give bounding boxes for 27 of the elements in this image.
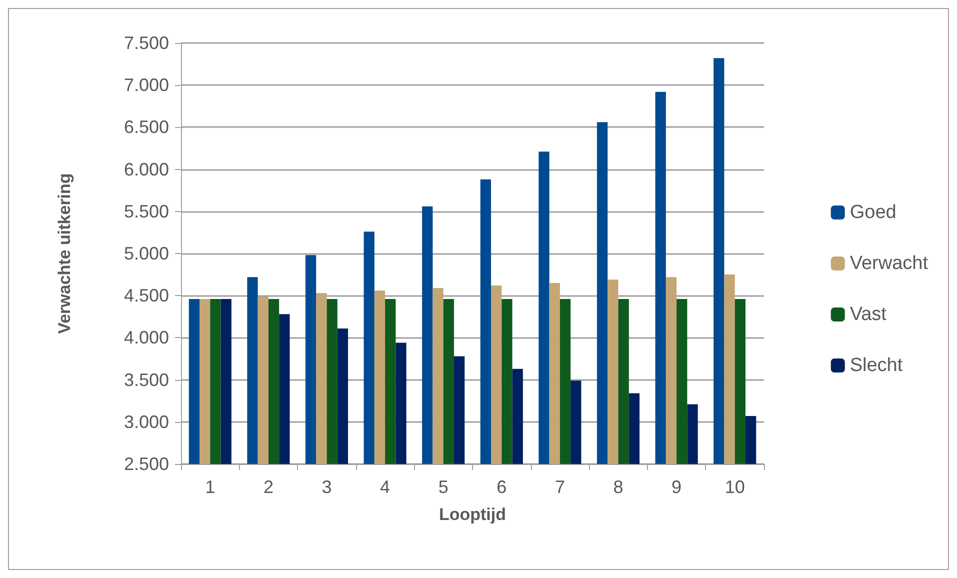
x-tick-label: 4 — [380, 477, 390, 497]
x-tick-label: 1 — [205, 477, 216, 497]
y-tick-label: 7.000 — [124, 75, 169, 96]
y-tick-label: 5.500 — [124, 201, 169, 222]
x-tick-label: 7 — [554, 477, 565, 497]
x-tick-label: 2 — [263, 477, 274, 497]
x-tick-label: 5 — [438, 477, 448, 497]
x-tick-label: 6 — [496, 477, 507, 497]
x-tick-label: 3 — [322, 477, 332, 497]
x-tick-label: 8 — [613, 477, 624, 497]
y-tick-label: 6.500 — [124, 117, 169, 138]
y-tick-label: 3.000 — [124, 412, 169, 432]
y-tick-label: 4.000 — [124, 328, 169, 348]
x-tick-label: 10 — [724, 477, 745, 497]
legend-label: Goed — [850, 202, 896, 223]
x-tick-label: 9 — [672, 477, 682, 497]
y-tick-label: 2.500 — [124, 454, 169, 474]
y-tick-label: 5.000 — [124, 244, 169, 264]
y-tick-label: 4.500 — [124, 286, 169, 306]
y-tick-label: 6.000 — [124, 159, 169, 180]
legend-label: Slecht — [850, 355, 904, 376]
y-tick-label: 3.500 — [124, 370, 169, 390]
legend-label: Vast — [850, 304, 888, 325]
legend-label: Verwacht — [850, 253, 929, 274]
x-axis-title: Looptijd — [438, 505, 506, 524]
y-axis-title: Verwachte uitkering — [55, 173, 74, 334]
y-tick-label: 7.500 — [124, 33, 169, 53]
